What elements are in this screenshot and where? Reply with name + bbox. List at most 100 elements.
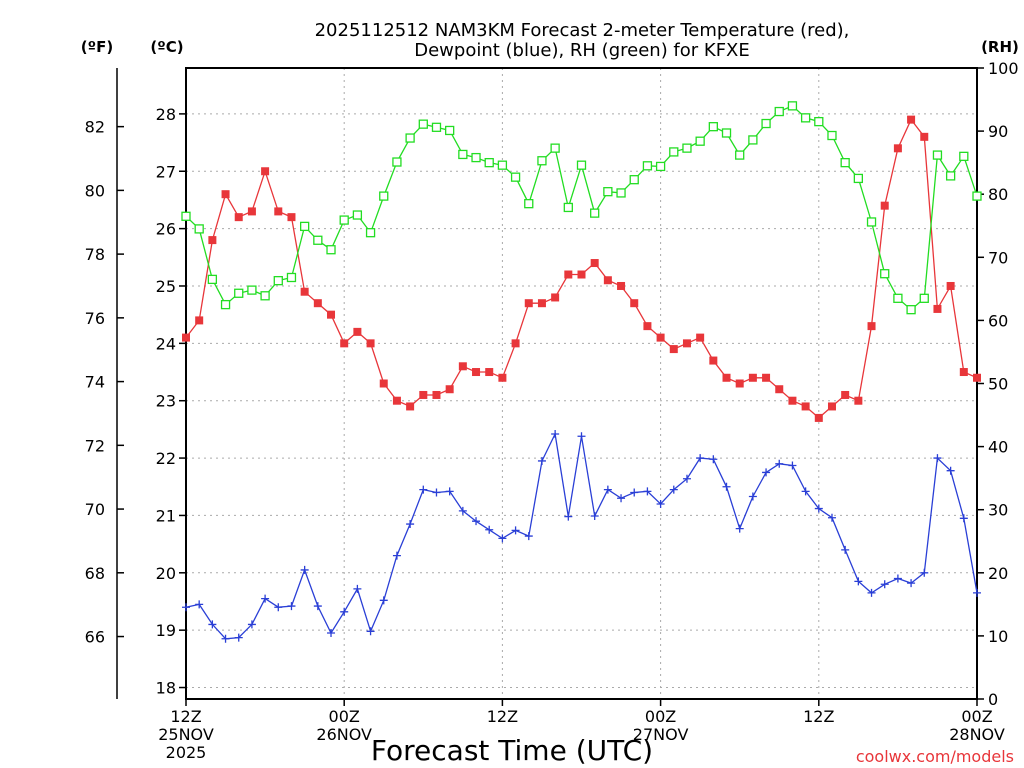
- dewpoint-point: [274, 603, 283, 612]
- temperature-point: [537, 299, 546, 308]
- temperature-point: [366, 339, 375, 348]
- dewpoint-point: [287, 602, 296, 611]
- temperature-point: [182, 333, 190, 342]
- celsius-tick-label: 23: [156, 392, 176, 411]
- dewpoint-point: [722, 482, 731, 491]
- temperature-point: [551, 293, 560, 302]
- rh-point: [919, 293, 929, 303]
- rh-point: [247, 285, 257, 295]
- rh-tick-label: 40: [988, 438, 1008, 457]
- time-tick-label: 28NOV: [949, 725, 1005, 744]
- rh-point: [787, 101, 798, 111]
- rh-point: [735, 150, 745, 160]
- dewpoint-point: [432, 488, 441, 497]
- rh-point: [484, 157, 494, 168]
- watermark: coolwx.com/models: [856, 747, 1014, 766]
- rh-point: [945, 171, 956, 181]
- rh-point: [682, 143, 692, 153]
- celsius-unit-label: (ºC): [150, 38, 183, 56]
- dewpoint-point: [841, 545, 850, 554]
- dewpoint-point: [511, 526, 520, 535]
- temperature-point: [920, 132, 929, 141]
- dewpoint-point: [551, 429, 560, 438]
- rh-point: [299, 221, 310, 232]
- rh-point: [642, 161, 653, 171]
- rh-point: [392, 157, 402, 167]
- dewpoint-point: [524, 532, 533, 541]
- rh-point: [932, 150, 943, 160]
- temperature-point: [617, 281, 626, 290]
- temperature-point: [313, 299, 322, 308]
- time-tick-label: 27NOV: [633, 725, 689, 744]
- dewpoint-point: [195, 600, 204, 609]
- temperature-point: [498, 373, 507, 382]
- rh-point: [880, 269, 890, 279]
- rh-point: [273, 275, 283, 286]
- temperature-point: [524, 299, 533, 308]
- temperature-point: [340, 339, 349, 348]
- temperature-point: [748, 373, 757, 382]
- fahrenheit-tick-label: 68: [85, 564, 105, 583]
- dewpoint-point: [313, 602, 322, 611]
- temperature-point: [445, 385, 454, 394]
- celsius-tick-label: 22: [156, 449, 176, 468]
- dewpoint-point: [946, 466, 955, 475]
- rh-point: [603, 187, 613, 197]
- time-tick-label: 12Z: [487, 707, 518, 726]
- dewpoint-point: [959, 514, 968, 523]
- dewpoint-point: [353, 584, 362, 593]
- dewpoint-point: [762, 468, 771, 477]
- celsius-tick-label: 26: [156, 220, 176, 239]
- rh-point: [748, 135, 758, 145]
- temperature-point: [327, 310, 336, 319]
- rh-point: [220, 299, 231, 310]
- dewpoint-point: [788, 461, 797, 470]
- time-tick-label: 00Z: [961, 707, 992, 726]
- fahrenheit-tick-label: 66: [85, 628, 105, 647]
- temperature-point: [762, 373, 771, 382]
- rh-tick-label: 60: [988, 311, 1008, 330]
- dewpoint-point: [893, 574, 902, 583]
- rh-point: [840, 157, 850, 168]
- temperature-point: [775, 385, 784, 394]
- rh-point: [339, 215, 349, 225]
- time-tick-label: 2025: [166, 743, 207, 762]
- celsius-tick-label: 24: [156, 334, 176, 353]
- temperature-point: [973, 373, 981, 382]
- dewpoint-point: [656, 499, 665, 508]
- dewpoint-point: [801, 487, 810, 496]
- dewpoint-point: [247, 620, 256, 629]
- temperature-point: [669, 345, 678, 354]
- rh-point: [207, 274, 218, 285]
- rh-point: [313, 235, 323, 245]
- dewpoint-point: [458, 506, 467, 515]
- dewpoint-point: [669, 485, 678, 494]
- celsius-tick-label: 18: [156, 679, 176, 698]
- temperature-point: [392, 396, 401, 405]
- rh-point: [721, 128, 732, 138]
- temperature-point: [814, 413, 823, 422]
- celsius-tick-label: 28: [156, 105, 176, 124]
- fahrenheit-tick-label: 76: [85, 309, 105, 328]
- rh-point: [405, 133, 415, 143]
- rh-point: [761, 118, 771, 129]
- dewpoint-point: [814, 504, 823, 513]
- chart-title: 2025112512 NAM3KM Forecast 2-meter Tempe…: [315, 20, 850, 41]
- fahrenheit-tick-label: 72: [85, 436, 105, 455]
- dewpoint-point: [748, 492, 757, 501]
- series-line: [185, 105, 978, 311]
- temperature-point: [274, 207, 283, 216]
- rh-point: [234, 288, 244, 298]
- dewpoint-point: [445, 487, 454, 496]
- rh-point: [827, 130, 837, 141]
- temperature-point: [959, 368, 968, 377]
- rh-point: [418, 119, 428, 129]
- temperature-point: [907, 115, 916, 124]
- dewpoint-point: [682, 474, 691, 483]
- dewpoint-point: [327, 629, 336, 638]
- dewpoint-point: [366, 627, 375, 636]
- temperature-point: [893, 144, 902, 153]
- chart-subtitle: Dewpoint (blue), RH (green) for KFXE: [414, 40, 750, 61]
- dewpoint-point: [643, 487, 652, 496]
